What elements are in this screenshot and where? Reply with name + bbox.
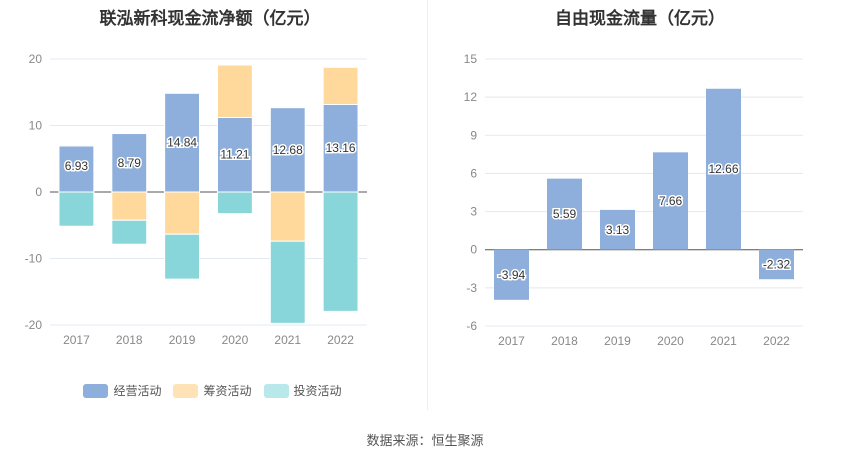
right-data-label: -2.32 [763, 257, 791, 271]
legend-item-operating[interactable]: 经营活动 [83, 382, 161, 399]
right-data-label: 7.66 [659, 194, 683, 208]
left-data-label: 8.79 [118, 156, 142, 170]
right-data-label: 12.66 [708, 162, 738, 176]
right-x-tick-label: 2019 [604, 334, 631, 348]
legend-item-investing[interactable]: 投资活动 [263, 382, 342, 399]
left-x-tick-label: 2019 [169, 333, 196, 347]
right-x-tick-label: 2021 [710, 334, 737, 348]
left-y-tick-label: -20 [25, 318, 43, 332]
legend-label: 筹资活动 [203, 384, 252, 398]
left-data-label: 11.21 [220, 148, 249, 162]
left-bar-2-2022 [322, 191, 359, 312]
left-bar-2-2021 [269, 240, 306, 324]
right-x-tick-label: 2017 [498, 334, 525, 348]
right-y-tick-label: 3 [470, 205, 477, 219]
right-bar-2019 [600, 209, 635, 250]
source-note: 数据来源：恒生聚源 [366, 433, 484, 448]
legend-label: 投资活动 [293, 384, 342, 398]
right-x-tick-label: 2022 [763, 334, 790, 348]
right-y-tick-label: 12 [464, 90, 478, 104]
left-y-tick-label: 20 [29, 52, 43, 66]
left-x-tick-label: 2020 [222, 333, 249, 347]
right-bar-2021 [706, 88, 741, 250]
left-bar-1-2022 [322, 66, 359, 105]
left-bar-1-2021 [269, 191, 306, 242]
right-chart-title: 自由现金流量（亿元） [555, 9, 725, 28]
right-y-tick-label: 0 [470, 243, 477, 257]
left-bar-0-2019 [164, 92, 201, 193]
right-x-tick-label: 2020 [657, 334, 684, 348]
right-data-label: 3.13 [606, 223, 630, 237]
left-x-tick-label: 2018 [116, 333, 143, 347]
right-data-label: -3.94 [498, 268, 526, 282]
left-x-tick-label: 2022 [327, 333, 354, 347]
right-x-tick-label: 2018 [551, 334, 578, 348]
left-bar-0-2018 [111, 133, 148, 193]
left-bar-0-2017 [58, 145, 95, 193]
left-y-tick-label: 0 [35, 185, 42, 199]
left-y-tick-label: 10 [29, 119, 43, 133]
left-bar-1-2018 [111, 191, 148, 221]
left-bar-2-2019 [164, 233, 201, 280]
right-y-tick-label: 6 [470, 166, 477, 180]
right-bar-2017 [494, 249, 529, 300]
right-y-tick-label: 15 [464, 52, 478, 66]
left-data-label: 13.16 [326, 141, 356, 155]
legend-label: 经营活动 [113, 384, 162, 398]
left-bar-0-2022 [322, 103, 359, 193]
right-bar-2022 [759, 249, 794, 280]
left-data-label: 14.84 [167, 136, 197, 150]
right-data-label: 5.59 [553, 207, 577, 221]
legend: 经营活动 筹资活动 投资活动 [0, 382, 425, 399]
divider [427, 0, 428, 410]
right-bar-2020 [653, 152, 688, 250]
legend-item-financing[interactable]: 筹资活动 [173, 382, 252, 399]
right-bar-2018 [547, 178, 582, 250]
left-bar-2-2017 [58, 191, 95, 227]
left-x-tick-label: 2021 [274, 333, 301, 347]
left-y-tick-label: -10 [25, 252, 43, 266]
left-data-label: 6.93 [65, 159, 89, 173]
left-bar-1-2017 [58, 144, 95, 147]
left-chart-title: 联泓新科现金流净额（亿元） [99, 9, 321, 28]
left-bar-1-2020 [216, 64, 253, 118]
left-data-label: 12.68 [273, 143, 303, 157]
right-y-tick-label: -3 [466, 281, 477, 295]
left-bar-0-2021 [269, 107, 306, 193]
left-bar-2-2020 [216, 191, 253, 215]
left-bar-2-2018 [111, 219, 148, 245]
right-y-tick-label: -6 [466, 319, 477, 333]
left-bar-1-2019 [164, 191, 201, 235]
right-y-tick-label: 9 [470, 128, 477, 142]
left-x-tick-label: 2017 [63, 333, 90, 347]
